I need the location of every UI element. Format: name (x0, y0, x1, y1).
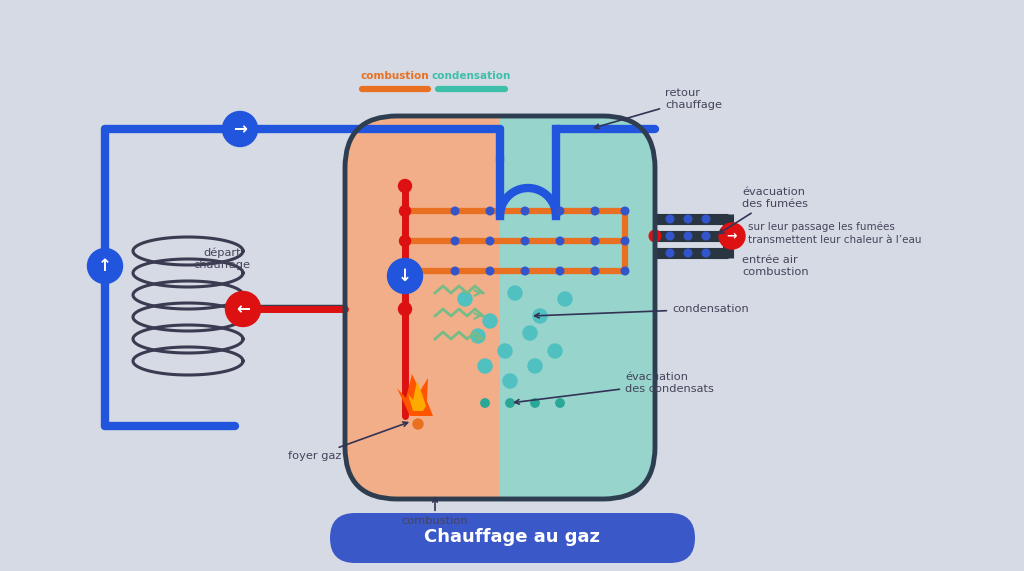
Circle shape (452, 267, 459, 275)
FancyBboxPatch shape (330, 513, 695, 563)
Circle shape (556, 267, 564, 275)
Circle shape (471, 329, 485, 343)
Text: retour
chauffage: retour chauffage (595, 88, 722, 128)
Circle shape (556, 237, 564, 245)
Circle shape (398, 179, 412, 192)
Circle shape (478, 359, 492, 373)
Text: combustion: combustion (401, 498, 468, 526)
Circle shape (556, 399, 564, 407)
Circle shape (399, 266, 411, 276)
Circle shape (458, 292, 472, 306)
Circle shape (622, 237, 629, 245)
Text: ↓: ↓ (398, 267, 412, 285)
Circle shape (413, 419, 423, 429)
Text: sur leur passage les fumées
transmettent leur chaleur à l’eau: sur leur passage les fumées transmettent… (748, 221, 922, 245)
Text: combustion: combustion (360, 71, 429, 81)
Text: →: → (727, 230, 737, 243)
Circle shape (556, 207, 564, 215)
Text: foyer gaz: foyer gaz (289, 422, 408, 461)
Circle shape (667, 232, 674, 240)
Circle shape (622, 207, 629, 215)
Circle shape (667, 249, 674, 257)
Circle shape (528, 359, 542, 373)
Text: condensation: condensation (431, 71, 511, 81)
Text: évacuation
des condensats: évacuation des condensats (515, 372, 714, 404)
Circle shape (702, 249, 710, 257)
Circle shape (684, 249, 692, 257)
Circle shape (702, 215, 710, 223)
Circle shape (87, 248, 123, 283)
Polygon shape (397, 374, 433, 416)
Circle shape (649, 230, 660, 242)
Circle shape (481, 399, 489, 407)
Circle shape (591, 207, 599, 215)
Polygon shape (408, 381, 426, 411)
Circle shape (483, 314, 497, 328)
Circle shape (399, 206, 411, 216)
Circle shape (452, 237, 459, 245)
Text: évacuation
des fumées: évacuation des fumées (719, 187, 808, 234)
Circle shape (225, 292, 260, 327)
Circle shape (222, 111, 257, 147)
Circle shape (521, 237, 528, 245)
Circle shape (486, 267, 494, 275)
Circle shape (667, 215, 674, 223)
Circle shape (398, 303, 412, 316)
Circle shape (530, 399, 540, 407)
Text: →: → (233, 120, 247, 138)
Text: entrée air
combustion: entrée air combustion (742, 255, 809, 277)
Circle shape (508, 286, 522, 300)
Circle shape (622, 267, 629, 275)
FancyBboxPatch shape (345, 116, 655, 499)
Circle shape (523, 326, 537, 340)
FancyBboxPatch shape (345, 116, 655, 499)
Circle shape (591, 267, 599, 275)
Circle shape (684, 232, 692, 240)
Circle shape (719, 223, 745, 249)
Circle shape (452, 207, 459, 215)
Circle shape (521, 207, 528, 215)
Circle shape (498, 344, 512, 358)
Circle shape (521, 267, 528, 275)
Circle shape (486, 207, 494, 215)
Circle shape (387, 259, 423, 293)
Text: condensation: condensation (535, 304, 749, 318)
Circle shape (591, 237, 599, 245)
Circle shape (558, 292, 572, 306)
Text: départ
chauffage: départ chauffage (194, 248, 251, 270)
Circle shape (684, 215, 692, 223)
Circle shape (548, 344, 562, 358)
Circle shape (702, 232, 710, 240)
Circle shape (399, 235, 411, 247)
Circle shape (486, 237, 494, 245)
Circle shape (534, 309, 547, 323)
Text: Chauffage au gaz: Chauffage au gaz (424, 529, 600, 546)
Text: ↑: ↑ (98, 257, 112, 275)
Circle shape (503, 374, 517, 388)
Text: ←: ← (237, 300, 250, 318)
Circle shape (506, 399, 514, 407)
